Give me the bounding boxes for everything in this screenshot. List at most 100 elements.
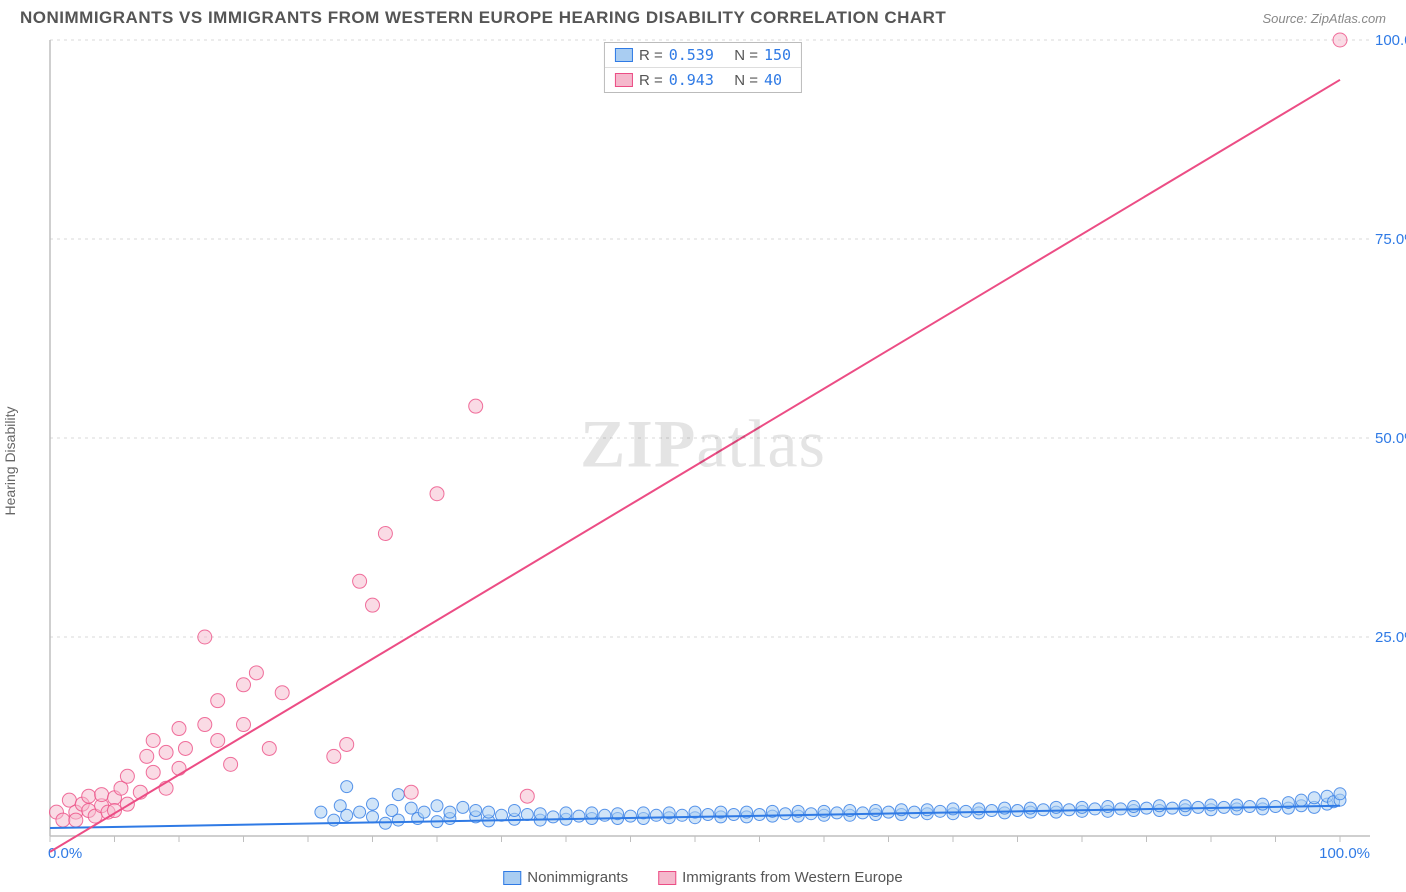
stats-row-immigrants: R = 0.943 N = 40 xyxy=(605,67,801,92)
immigrants-point xyxy=(172,761,186,775)
immigrants-point xyxy=(520,789,534,803)
swatch-icon xyxy=(615,73,633,87)
nonimmigrants-point xyxy=(831,807,843,819)
immigrants-trendline xyxy=(50,80,1340,852)
nonimmigrants-point xyxy=(470,805,482,817)
nonimmigrants-point xyxy=(418,806,430,818)
nonimmigrants-point xyxy=(973,803,985,815)
chart-area: Hearing Disability 25.0%50.0%75.0%100.0%… xyxy=(0,32,1406,890)
source-attribution: Source: ZipAtlas.com xyxy=(1262,11,1386,26)
nonimmigrants-point xyxy=(341,809,353,821)
nonimmigrants-point xyxy=(857,807,869,819)
immigrants-point xyxy=(327,749,341,763)
nonimmigrants-point xyxy=(367,811,379,823)
nonimmigrants-point xyxy=(934,805,946,817)
immigrants-point xyxy=(69,813,83,827)
nonimmigrants-point xyxy=(573,810,585,822)
svg-text:100.0%: 100.0% xyxy=(1375,32,1406,49)
legend: Nonimmigrants Immigrants from Western Eur… xyxy=(503,869,903,886)
immigrants-point xyxy=(224,757,238,771)
nonimmigrants-point xyxy=(1308,792,1320,804)
nonimmigrants-point xyxy=(367,798,379,810)
svg-text:50.0%: 50.0% xyxy=(1375,430,1406,447)
immigrants-point xyxy=(378,527,392,541)
nonimmigrants-point xyxy=(586,807,598,819)
scatter-plot: 25.0%50.0%75.0%100.0%0.0%100.0% xyxy=(0,32,1406,890)
nonimmigrants-point xyxy=(1295,794,1307,806)
immigrants-point xyxy=(172,722,186,736)
chart-title: NONIMMIGRANTS VS IMMIGRANTS FROM WESTERN… xyxy=(20,8,946,28)
legend-item: Nonimmigrants xyxy=(503,869,628,886)
nonimmigrants-point xyxy=(1037,804,1049,816)
nonimmigrants-point xyxy=(728,809,740,821)
nonimmigrants-point xyxy=(779,808,791,820)
nonimmigrants-point xyxy=(1205,799,1217,811)
immigrants-point xyxy=(469,399,483,413)
immigrants-point xyxy=(237,678,251,692)
immigrants-point xyxy=(140,749,154,763)
immigrants-point xyxy=(146,765,160,779)
nonimmigrants-point xyxy=(457,801,469,813)
nonimmigrants-point xyxy=(625,810,637,822)
immigrants-point xyxy=(275,686,289,700)
immigrants-point xyxy=(340,737,354,751)
nonimmigrants-point xyxy=(676,809,688,821)
svg-text:0.0%: 0.0% xyxy=(48,845,82,862)
nonimmigrants-point xyxy=(986,805,998,817)
immigrants-point xyxy=(95,788,109,802)
nonimmigrants-point xyxy=(805,808,817,820)
nonimmigrants-point xyxy=(444,806,456,818)
nonimmigrants-point xyxy=(328,814,340,826)
nonimmigrants-point xyxy=(521,809,533,821)
legend-label: Nonimmigrants xyxy=(527,869,628,886)
swatch-icon xyxy=(658,871,676,885)
legend-label: Immigrants from Western Europe xyxy=(682,869,903,886)
nonimmigrants-point xyxy=(560,807,572,819)
immigrants-point xyxy=(366,598,380,612)
nonimmigrants-point xyxy=(341,781,353,793)
svg-text:75.0%: 75.0% xyxy=(1375,231,1406,248)
immigrants-point xyxy=(211,733,225,747)
immigrants-point xyxy=(120,769,134,783)
immigrants-point xyxy=(211,694,225,708)
immigrants-point xyxy=(249,666,263,680)
correlation-stats-box: R = 0.539 N = 150R = 0.943 N = 40 xyxy=(604,42,802,93)
nonimmigrants-point xyxy=(431,800,443,812)
nonimmigrants-point xyxy=(1334,788,1346,800)
nonimmigrants-point xyxy=(547,811,559,823)
nonimmigrants-point xyxy=(883,806,895,818)
stats-row-nonimmigrants: R = 0.539 N = 150 xyxy=(605,43,801,67)
nonimmigrants-point xyxy=(1076,801,1088,813)
swatch-icon xyxy=(503,871,521,885)
immigrants-point xyxy=(353,574,367,588)
immigrants-point xyxy=(404,785,418,799)
nonimmigrants-point xyxy=(754,809,766,821)
immigrants-point xyxy=(430,487,444,501)
nonimmigrants-point xyxy=(1257,798,1269,810)
immigrants-point xyxy=(146,733,160,747)
svg-text:100.0%: 100.0% xyxy=(1319,845,1370,862)
immigrants-point xyxy=(1333,33,1347,47)
immigrants-point xyxy=(198,630,212,644)
nonimmigrants-point xyxy=(483,806,495,818)
immigrants-point xyxy=(56,813,70,827)
immigrants-point xyxy=(198,718,212,732)
immigrants-point xyxy=(237,718,251,732)
nonimmigrants-point xyxy=(1179,800,1191,812)
nonimmigrants-point xyxy=(392,789,404,801)
nonimmigrants-point xyxy=(702,809,714,821)
nonimmigrants-point xyxy=(1153,800,1165,812)
nonimmigrants-point xyxy=(1128,801,1140,813)
nonimmigrants-point xyxy=(1024,802,1036,814)
nonimmigrants-point xyxy=(650,809,662,821)
nonimmigrants-point xyxy=(534,808,546,820)
immigrants-point xyxy=(178,741,192,755)
immigrants-point xyxy=(159,745,173,759)
header: NONIMMIGRANTS VS IMMIGRANTS FROM WESTERN… xyxy=(0,0,1406,32)
nonimmigrants-point xyxy=(392,814,404,826)
nonimmigrants-point xyxy=(354,806,366,818)
nonimmigrants-point xyxy=(315,806,327,818)
nonimmigrants-point xyxy=(508,805,520,817)
immigrants-point xyxy=(262,741,276,755)
nonimmigrants-point xyxy=(1231,799,1243,811)
